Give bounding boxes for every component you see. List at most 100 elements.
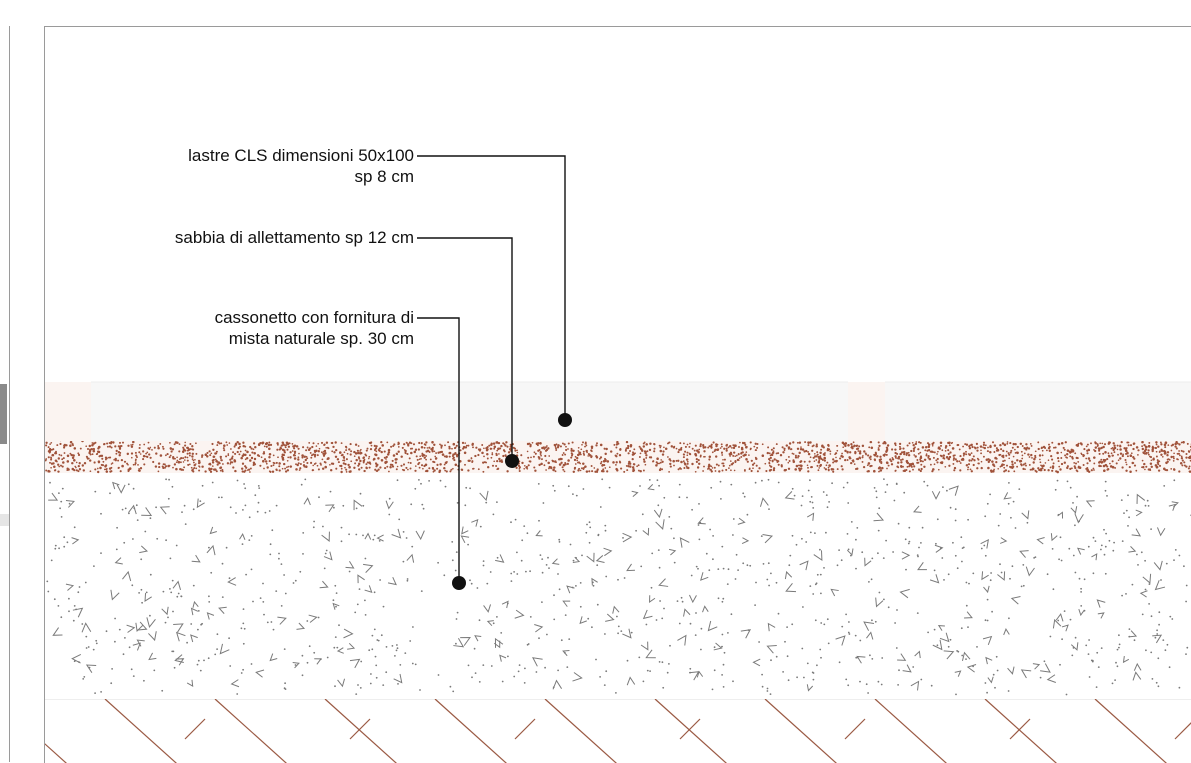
gravel-dot — [1072, 502, 1074, 504]
gravel-dot — [1125, 593, 1127, 595]
gravel-dot — [334, 685, 336, 687]
gravel-dot — [524, 682, 526, 684]
sand-grain — [305, 465, 308, 468]
sand-grain — [1025, 447, 1027, 449]
sand-grain — [229, 463, 231, 465]
gravel-dot — [123, 542, 125, 544]
sand-grain — [286, 442, 289, 445]
sand-grain — [881, 467, 884, 470]
sand-grain — [347, 464, 349, 466]
sand-grain — [225, 455, 227, 457]
sand-grain — [191, 467, 193, 469]
sand-grain — [772, 452, 774, 454]
sand-grain — [78, 454, 80, 456]
gravel-dot — [722, 634, 724, 636]
gravel-dot — [747, 514, 749, 516]
sand-grain — [143, 463, 145, 465]
gravel-dot — [251, 569, 253, 571]
sand-grain — [792, 441, 794, 443]
sand-grain — [1143, 444, 1145, 446]
sand-grain — [1012, 467, 1014, 469]
gravel-dot — [801, 648, 803, 650]
sand-grain — [45, 470, 47, 472]
sand-grain — [711, 470, 713, 472]
gravel-dot — [961, 655, 963, 657]
sand-grain — [109, 467, 111, 469]
slab-joint — [848, 382, 885, 441]
gravel-dot — [596, 564, 598, 566]
sand-grain — [751, 460, 753, 462]
gravel-dot — [999, 513, 1001, 515]
sand-grain — [530, 457, 532, 459]
gravel-dot — [807, 663, 809, 665]
sand-grain — [514, 450, 516, 452]
sand-grain — [279, 469, 281, 471]
gravel-dot — [318, 617, 320, 619]
gravel-dot — [993, 674, 995, 676]
gravel-dot — [334, 585, 336, 587]
soil-hatch-line — [325, 699, 405, 763]
sand-grain — [191, 445, 193, 447]
sand-grain — [776, 443, 778, 445]
gravel-dot — [1105, 546, 1107, 548]
sand-grain — [296, 445, 299, 448]
gravel-dot — [601, 478, 603, 480]
sand-grain — [249, 454, 251, 456]
sand-grain — [1156, 444, 1158, 446]
gravel-dot — [755, 582, 757, 584]
sand-grain — [1056, 452, 1059, 455]
gravel-dot — [1126, 510, 1128, 512]
sand-grain — [303, 464, 305, 466]
sand-grain — [1141, 441, 1144, 444]
sand-grain — [919, 452, 921, 454]
sand-grain — [514, 448, 516, 450]
gravel-dot — [376, 677, 378, 679]
sand-grain — [246, 457, 248, 459]
sand-grain — [725, 469, 727, 471]
sand-grain — [392, 465, 394, 467]
gravel-dot — [146, 592, 148, 594]
gravel-dot — [355, 693, 357, 695]
sand-grain — [826, 462, 828, 464]
sand-grain — [697, 451, 700, 454]
sand-grain — [109, 471, 111, 473]
sand-grain — [165, 465, 167, 467]
sand-grain — [425, 455, 427, 457]
sand-grain — [992, 441, 994, 443]
sand-grain — [969, 447, 971, 449]
sand-grain — [951, 442, 953, 444]
sand-grain — [983, 444, 985, 446]
gravel-dot — [624, 577, 626, 579]
sand-grain — [242, 470, 244, 472]
sand-grain — [444, 444, 446, 446]
sand-grain — [1067, 465, 1069, 467]
sand-grain — [395, 458, 398, 461]
sand-grain — [541, 458, 543, 460]
sand-grain — [1177, 453, 1179, 455]
sand-grain — [314, 450, 316, 452]
sand-grain — [800, 448, 802, 450]
gravel-dot — [1147, 500, 1149, 502]
sand-grain — [191, 455, 193, 457]
sand-grain — [867, 454, 869, 456]
gravel-dot — [333, 507, 335, 509]
sand-grain — [242, 463, 244, 465]
sand-grain — [1014, 462, 1016, 464]
gravel-dot — [875, 490, 877, 492]
sand-grain — [1112, 455, 1114, 457]
sand-grain — [667, 443, 669, 445]
sand-grain — [721, 452, 723, 454]
sand-grain — [550, 466, 552, 468]
sand-grain — [227, 462, 229, 464]
gravel-dot — [837, 564, 839, 566]
gravel-dot — [403, 561, 405, 563]
sand-grain — [1051, 470, 1053, 472]
gravel-dot — [242, 669, 244, 671]
sand-grain — [375, 445, 377, 447]
sand-grain — [289, 451, 291, 453]
sand-grain — [348, 448, 350, 450]
gravel-dot — [324, 568, 326, 570]
sand-grain — [117, 460, 119, 462]
gravel-dot — [216, 648, 218, 650]
gravel-dot — [81, 623, 83, 625]
